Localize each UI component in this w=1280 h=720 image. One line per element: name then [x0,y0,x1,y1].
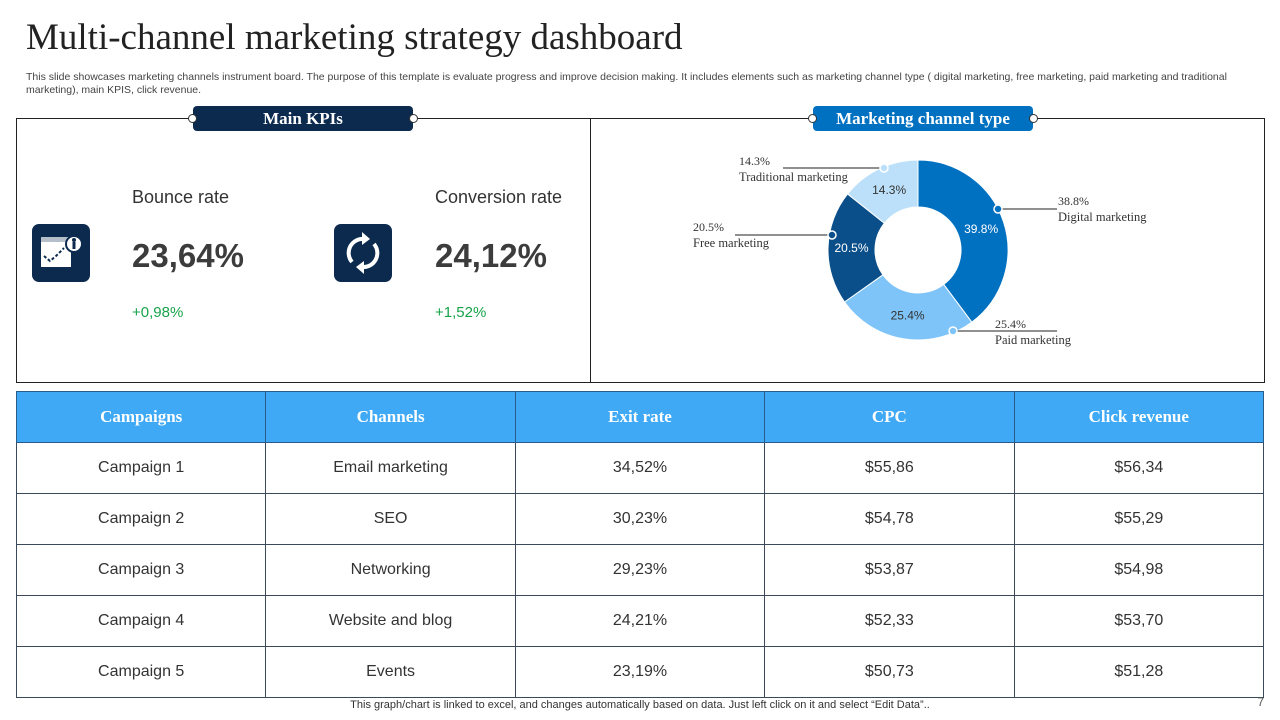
table-cell: 23,19% [514,646,766,698]
table-cell: 24,21% [514,595,766,647]
table-cell: $53,87 [764,544,1015,596]
kpi-header: Main KPIs [188,106,418,131]
donut-slice[interactable] [917,159,1009,323]
page-number: 7 [1257,695,1264,709]
page-description: This slide showcases marketing channels … [26,71,1227,96]
table-row: Campaign 4 Website and blog 24,21% $52,33 $5… [15,595,1265,647]
bounce-rate-value: 23,64% [132,237,244,274]
callout-dot [993,204,1003,214]
channel-header: Marketing channel type [808,106,1038,131]
donut-slice[interactable] [843,274,973,341]
table-cell: $56,34 [1013,442,1265,494]
table-cell: Campaign 5 [15,646,267,698]
conversion-rate-delta: +1,52% [435,304,487,321]
conversion-rate-label: Conversion rate [435,187,563,207]
table-cell: SEO [265,493,516,545]
table-cell: Events [265,646,516,698]
table-row: Campaign 1 Email marketing 34,52% $55,86 $56… [15,442,1265,494]
callout-value: 25.4% [995,317,1026,331]
slice-label: 25.4% [891,309,925,323]
callout-name: Paid marketing [995,333,1072,347]
table-cell: $55,86 [764,442,1015,494]
table-cell: Campaign 4 [15,595,267,647]
callout-dot [879,163,889,173]
table-cell: 34,52% [514,442,766,494]
table-cell: Email marketing [265,442,516,494]
table-cell: Campaign 1 [15,442,267,494]
table-row: Campaign 3 Networking 29,23% $53,87 $54,98 [15,544,1265,596]
column-header: CPC [764,391,1015,443]
table-header-row: Campaigns Channels Exit rate CPC Click reven… [15,391,1265,443]
callout-name: Free marketing [693,236,770,250]
table-cell: $53,70 [1013,595,1265,647]
callout-dot [827,230,837,240]
campaign-table: Campaigns Channels Exit rate CPC Click reven… [15,391,1265,698]
bounce-rate-label: Bounce rate [132,187,230,207]
table-cell: Campaign 3 [15,544,267,596]
slice-label: 39.8% [964,222,998,236]
callout-value: 14.3% [739,154,770,168]
channel-donut-chart: 39.8% 38.8% Digital marketing 25.4% 25.4% Pai… [693,154,1147,347]
callout-value: 20.5% [693,220,724,234]
slice-label: 20.5% [835,241,869,255]
callout-value: 38.8% [1058,194,1089,208]
callout-name: Digital marketing [1058,210,1147,224]
table-cell: 29,23% [514,544,766,596]
table-cell: Networking [265,544,516,596]
table-cell: $52,33 [764,595,1015,647]
table-cell: $50,73 [764,646,1015,698]
table-cell: Website and blog [265,595,516,647]
callout-name: Traditional marketing [739,170,849,184]
footer-note: This graph/chart is linked to excel, and… [350,699,930,711]
bounce-rate-delta: +0,98% [132,304,184,321]
table-row: Campaign 2 SEO 30,23% $54,78 $55,29 [15,493,1265,545]
page-title: Multi-channel marketing strategy dashboa… [26,17,683,58]
table-cell: 30,23% [514,493,766,545]
table-cell: $54,78 [764,493,1015,545]
column-header: Campaigns [15,391,267,443]
table-cell: Campaign 2 [15,493,267,545]
table-cell: $51,28 [1013,646,1265,698]
conversion-rate-value: 24,12% [435,237,547,274]
callout-dot [948,326,958,336]
donut-slice[interactable] [846,159,919,224]
table-cell: $54,98 [1013,544,1265,596]
table-row: Campaign 5 Events 23,19% $50,73 $51,28 [15,646,1265,698]
column-header: Click revenue [1013,391,1265,443]
table-cell: $55,29 [1013,493,1265,545]
analytics-chart-icon [32,224,90,282]
column-header: Channels [265,391,516,443]
slice-label: 14.3% [872,183,906,197]
column-header: Exit rate [514,391,766,443]
refresh-cycle-icon [334,224,392,282]
